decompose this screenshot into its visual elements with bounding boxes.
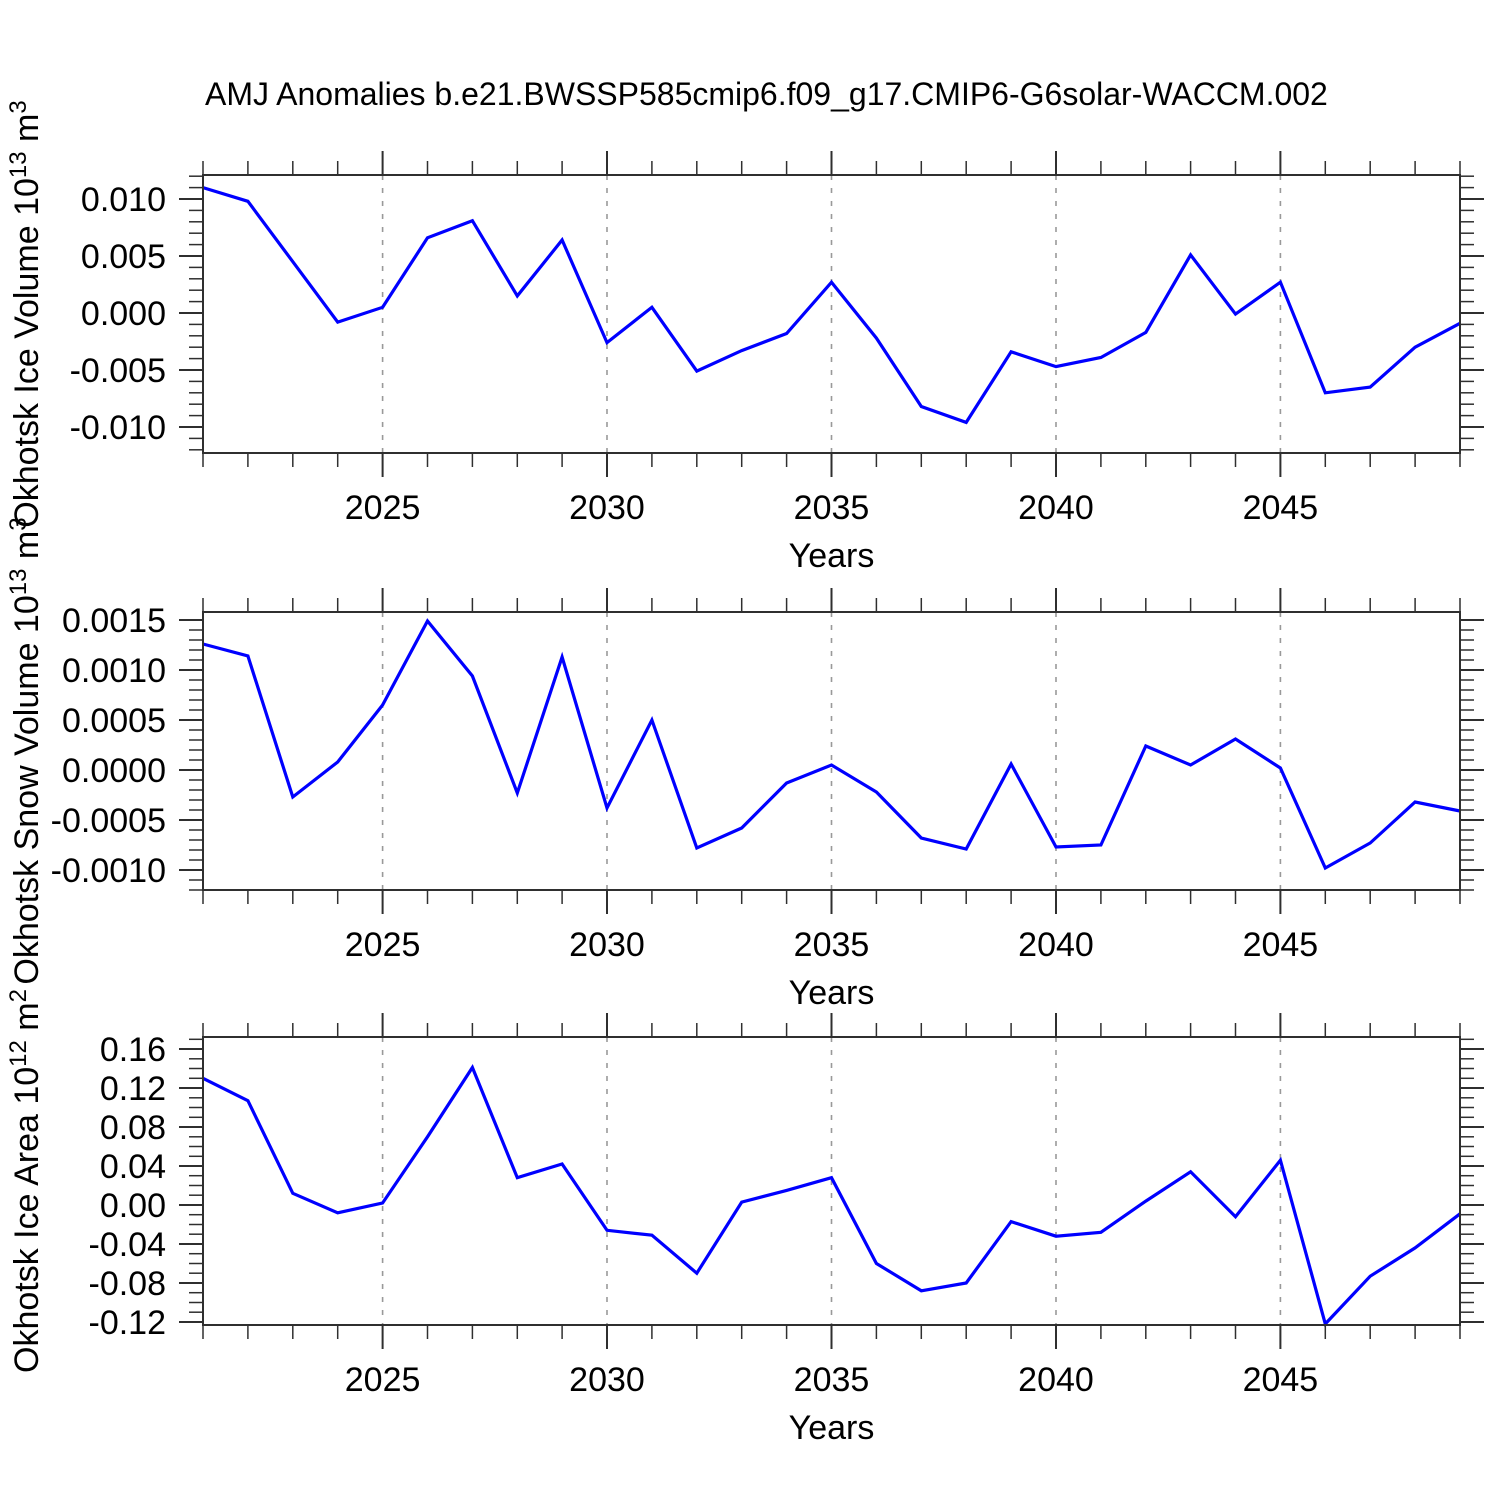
y-axis-title: Okhotsk Ice Volume 1013 m3 [5,100,46,527]
y-axis-title-text: m [8,531,46,569]
y-axis-title-text: Okhotsk Snow Volume 10 [8,595,46,984]
y-tick-label: 0.000 [81,295,166,333]
x-tick-label: 2040 [1018,926,1094,964]
y-tick-label: -0.005 [70,352,166,390]
y-tick-label: 0.08 [100,1109,166,1147]
series-line-ice-area [202,1064,1461,1328]
x-axis-title: Years [789,974,875,1012]
series-line-snow-volume [202,618,1461,871]
chart-panel-ice-volume: 0.010 0.005 0.000 -0.005 -0.010 2025 2030 2035 2… [5,100,1484,575]
x-tick-label: 2045 [1243,489,1319,527]
chart-panel-ice-area: 0.160.120.080.040.00-0.04-0.08-0.12 2025 2… [5,989,1484,1447]
y-tick-label: -0.12 [89,1304,167,1342]
y-axis-title: Okhotsk Snow Volume 1013 m3 [5,517,46,984]
y-axis-title: Okhotsk Ice Area 1012 m2 [5,989,46,1373]
x-tick-label: 2040 [1018,489,1094,527]
y-tick-label: -0.08 [89,1265,167,1303]
y-tick-label: 0.16 [100,1031,166,1069]
x-axis-title: Years [789,1409,875,1447]
y-tick-label: -0.0005 [51,802,166,840]
y-tick-label: 0.010 [81,181,166,219]
y-tick-label: -0.04 [89,1226,167,1264]
y-axis-title-text: Okhotsk Ice Area 10 [8,1067,46,1373]
x-tick-label: 2040 [1018,1361,1094,1399]
x-tick-label: 2035 [794,926,870,964]
y-tick-label: 0.00 [100,1187,166,1225]
figure-title: AMJ Anomalies b.e21.BWSSP585cmip6.f09_g1… [205,76,1328,112]
y-axis-title-superscript: 3 [5,100,32,113]
y-tick-label: 0.005 [81,238,166,276]
x-tick-label: 2030 [569,926,645,964]
y-axis-title-superscript: 13 [5,569,32,596]
x-tick-label: 2035 [794,1361,870,1399]
y-axis-title-superscript: 13 [5,151,32,178]
x-tick-label: 2025 [345,926,421,964]
y-tick-label: 0.0015 [62,602,166,640]
x-tick-label: 2030 [569,1361,645,1399]
y-axis-title-superscript: 12 [5,1040,32,1067]
x-tick-label: 2045 [1243,1361,1319,1399]
y-tick-label: -0.010 [70,409,166,447]
y-tick-label: 0.0000 [62,752,166,790]
y-tick-label: 0.12 [100,1070,166,1108]
y-tick-label: -0.0010 [51,852,166,890]
y-tick-label: 0.0010 [62,652,166,690]
x-tick-label: 2030 [569,489,645,527]
y-axis-title-text: m [8,114,46,152]
y-axis-title-superscript: 3 [5,517,32,530]
x-tick-label: 2045 [1243,926,1319,964]
series-line-ice-volume [202,186,1461,425]
x-tick-label: 2025 [345,489,421,527]
y-axis-title-text: Okhotsk Ice Volume 10 [8,178,46,528]
y-axis-title-text: m [8,1002,46,1040]
y-axis-title-superscript: 2 [5,989,32,1002]
x-tick-label: 2025 [345,1361,421,1399]
y-tick-label: 0.04 [100,1148,166,1186]
x-axis-title: Years [789,537,875,575]
y-tick-label: 0.0005 [62,702,166,740]
chart-panel-snow-volume: 0.0015 0.0010 0.0005 0.0000 -0.0005 -0.0010 20… [5,517,1484,1012]
x-tick-label: 2035 [794,489,870,527]
